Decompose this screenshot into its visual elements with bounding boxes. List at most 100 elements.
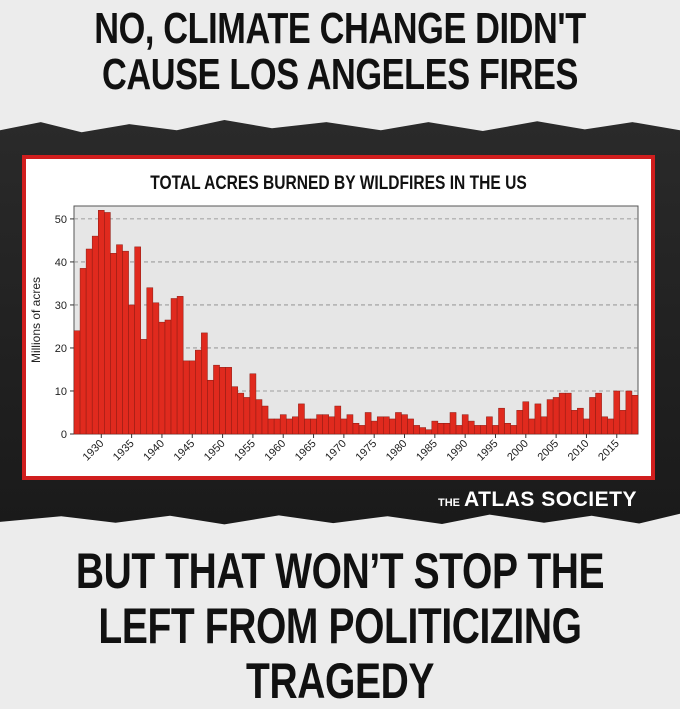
bar: [110, 253, 117, 435]
atlas-society-logo: THE ATLAS SOCIETY: [438, 488, 637, 518]
bar: [298, 403, 305, 435]
chart-frame: TOTAL ACRES BURNED BY WILDFIRES IN THE U…: [22, 155, 655, 480]
bar: [146, 287, 154, 435]
x-tick-label: 1965: [293, 438, 319, 464]
bar: [176, 296, 184, 435]
bar: [607, 418, 614, 435]
bar: [140, 339, 148, 435]
bar: [389, 418, 396, 435]
bar: [128, 304, 135, 435]
bar: [383, 416, 390, 435]
bar: [583, 418, 590, 435]
bar: [322, 414, 329, 435]
x-tick-label: 1940: [141, 438, 167, 464]
bar: [304, 418, 311, 435]
bottom-headline: BUT THAT WON’T STOP THE LEFT FROM POLITI…: [75, 543, 605, 709]
bar: [486, 416, 493, 435]
bar: [98, 210, 105, 435]
bar: [243, 397, 251, 435]
bar: [225, 367, 232, 435]
bar: [577, 407, 584, 435]
bar: [413, 425, 420, 435]
y-tick-label: 0: [61, 429, 67, 441]
x-tick-label: 2015: [596, 438, 622, 464]
top-headline: NO, CLIMATE CHANGE DIDN'T CAUSE LOS ANGE…: [94, 4, 586, 99]
bar: [474, 425, 481, 435]
bar: [213, 364, 220, 435]
x-tick-label: 1995: [475, 438, 501, 464]
logo-prefix: THE: [438, 497, 460, 509]
bar: [431, 420, 439, 435]
bar: [528, 418, 536, 435]
bar: [364, 412, 372, 435]
bar: [207, 379, 214, 435]
bar: [310, 418, 317, 435]
bar: [358, 425, 366, 435]
bar: [231, 386, 238, 435]
bar: [316, 414, 323, 435]
bar: [158, 321, 166, 435]
bar: [492, 425, 499, 435]
bar: [425, 429, 433, 435]
bar: [104, 212, 111, 435]
logo-name: ATLAS SOCIETY: [464, 488, 637, 511]
x-tick-label: 2005: [535, 438, 561, 464]
bar: [152, 302, 160, 435]
bar: [249, 373, 257, 435]
bar: [85, 248, 93, 435]
bar: [546, 399, 554, 435]
bar: [480, 425, 487, 435]
y-tick-label: 20: [55, 343, 67, 355]
y-tick-label: 30: [55, 300, 67, 312]
bar: [467, 420, 475, 435]
x-tick-label: 1930: [81, 438, 107, 464]
bar: [534, 403, 542, 435]
bar: [237, 392, 245, 435]
bar: [188, 360, 196, 435]
bar: [449, 412, 457, 435]
x-tick-label: 1950: [202, 438, 228, 464]
bar: [79, 268, 87, 435]
x-tick-label: 1990: [444, 438, 470, 464]
bar: [91, 235, 99, 435]
bar: [455, 425, 463, 435]
bar: [170, 298, 178, 435]
bar: [443, 422, 451, 435]
bar: [510, 425, 517, 435]
bar: [437, 422, 445, 435]
bar: [122, 250, 129, 435]
bar: [267, 418, 275, 435]
bar: [195, 349, 202, 435]
bar: [498, 407, 505, 435]
bar: [552, 397, 560, 435]
bar: [279, 414, 287, 435]
y-tick-label: 50: [55, 214, 67, 226]
x-tick-label: 1960: [263, 438, 289, 464]
bar: [73, 330, 81, 435]
bar: [201, 332, 208, 435]
bar: [352, 422, 360, 435]
bar: [571, 410, 578, 435]
bar: [595, 392, 602, 435]
x-tick-label: 2010: [566, 438, 592, 464]
bar: [340, 418, 348, 435]
bar: [292, 416, 299, 435]
bar: [219, 367, 226, 435]
bar: [376, 416, 384, 435]
bar: [286, 418, 293, 435]
y-tick-label: 40: [55, 257, 67, 269]
bar: [116, 244, 123, 435]
bar: [564, 392, 572, 435]
bar: [255, 399, 263, 435]
chart-title: TOTAL ACRES BURNED BY WILDFIRES IN THE U…: [150, 173, 527, 194]
bar: [540, 416, 548, 435]
bar: [601, 416, 608, 435]
bar: [182, 360, 190, 435]
bar: [631, 395, 639, 435]
bar: [395, 412, 402, 435]
x-tick-label: 1945: [172, 438, 198, 464]
bar: [328, 416, 336, 435]
x-tick-label: 1955: [232, 438, 258, 464]
bar: [164, 319, 172, 435]
